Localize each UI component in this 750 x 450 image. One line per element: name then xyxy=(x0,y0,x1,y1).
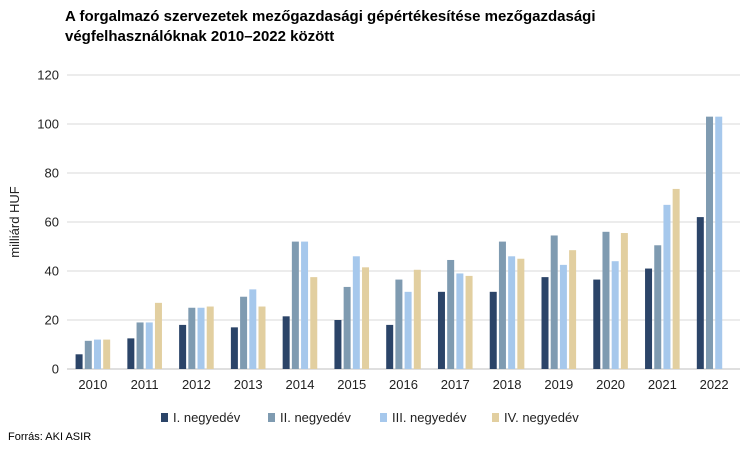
bar-2022-q2 xyxy=(706,116,714,370)
legend: I. negyedév II. negyedév III. negyedév IV. … xyxy=(161,410,579,425)
bar-2013-q4 xyxy=(258,306,266,369)
bar-2014-q3 xyxy=(301,241,309,369)
bar-2019-q4 xyxy=(569,250,577,369)
bar-2011-q4 xyxy=(154,302,162,369)
bar-2011-q1 xyxy=(127,338,135,369)
bar-2016-q1 xyxy=(386,324,394,369)
bar-2015-q4 xyxy=(362,267,370,369)
y-tick-label: 120 xyxy=(37,68,59,83)
bar-2020-q4 xyxy=(620,233,628,369)
bar-2015-q3 xyxy=(352,256,360,369)
x-tick-label: 2013 xyxy=(234,377,263,392)
y-tick-label: 40 xyxy=(45,264,59,279)
bar-2012-q1 xyxy=(179,324,187,369)
bar-2018-q4 xyxy=(517,258,525,369)
legend-swatch xyxy=(161,413,168,422)
y-tick-label: 100 xyxy=(37,117,59,132)
bar-2018-q3 xyxy=(508,256,516,369)
bar-2021-q1 xyxy=(645,268,653,369)
bar-2021-q4 xyxy=(672,188,680,369)
chart-title: A forgalmazó szervezetek mezőgazdasági g… xyxy=(65,8,596,45)
x-tick-label: 2015 xyxy=(337,377,366,392)
bar-2010-q3 xyxy=(93,339,101,369)
bar-2013-q1 xyxy=(230,327,238,369)
bar-2022-q3 xyxy=(715,116,723,370)
bar-2014-q4 xyxy=(310,277,318,369)
bar-2014-q2 xyxy=(291,241,299,369)
x-tick-label: 2014 xyxy=(286,377,315,392)
bar-2016-q4 xyxy=(413,269,421,369)
x-tick-label: 2020 xyxy=(596,377,625,392)
x-tick-label: 2022 xyxy=(700,377,729,392)
bar-2015-q1 xyxy=(334,320,342,369)
bar-2013-q2 xyxy=(240,296,248,369)
bar-2012-q4 xyxy=(206,306,214,369)
bar-2010-q1 xyxy=(75,354,83,369)
bar-2016-q2 xyxy=(395,279,403,369)
x-tick-labels: 2010 2011 2012 2013 2014 2015 2016 2017 2018 2019… xyxy=(78,377,728,392)
legend-label: II. negyedév xyxy=(280,410,351,425)
bar-2018-q2 xyxy=(498,241,506,369)
bar-2021-q2 xyxy=(654,245,662,369)
bar-2019-q1 xyxy=(541,277,549,369)
bar-2020-q3 xyxy=(611,261,619,369)
bar-2012-q2 xyxy=(188,307,196,369)
x-tick-label: 2016 xyxy=(389,377,418,392)
bar-2017-q4 xyxy=(465,275,473,369)
bar-2020-q1 xyxy=(593,279,601,369)
legend-label: IV. negyedév xyxy=(504,410,579,425)
x-tick-label: 2021 xyxy=(648,377,677,392)
y-tick-label: 20 xyxy=(45,313,59,328)
gridlines xyxy=(67,74,740,370)
y-tick-label: 60 xyxy=(45,215,59,230)
x-tick-label: 2017 xyxy=(441,377,470,392)
x-tick-label: 2012 xyxy=(182,377,211,392)
bar-2019-q2 xyxy=(550,235,558,369)
bar-2011-q2 xyxy=(136,322,144,369)
x-tick-label: 2010 xyxy=(78,377,107,392)
bar-2012-q3 xyxy=(197,307,205,369)
bar-2017-q1 xyxy=(437,291,445,369)
bar-2010-q4 xyxy=(103,339,111,369)
bar-2013-q3 xyxy=(249,289,257,369)
bar-2019-q3 xyxy=(559,264,567,369)
y-tick-label: 0 xyxy=(52,362,59,377)
bar-2021-q3 xyxy=(663,204,671,369)
y-axis-label: milliárd HUF xyxy=(7,186,22,258)
legend-label: III. negyedév xyxy=(392,410,467,425)
x-tick-label: 2011 xyxy=(131,377,159,392)
bars xyxy=(75,116,723,370)
legend-swatch xyxy=(492,413,499,422)
y-tick-label: 80 xyxy=(45,166,59,181)
legend-label: I. negyedév xyxy=(173,410,241,425)
bar-2017-q3 xyxy=(456,273,464,369)
bar-2020-q2 xyxy=(602,231,610,369)
source-note: Forrás: AKI ASIR xyxy=(8,431,92,443)
bar-2018-q1 xyxy=(489,291,497,369)
bar-2010-q2 xyxy=(84,340,92,369)
bar-2017-q2 xyxy=(447,259,455,369)
bar-2015-q2 xyxy=(343,286,351,369)
legend-swatch xyxy=(268,413,275,422)
legend-swatch xyxy=(380,413,387,422)
x-tick-label: 2019 xyxy=(544,377,573,392)
bar-2014-q1 xyxy=(282,316,290,369)
x-tick-label: 2018 xyxy=(493,377,522,392)
bar-2022-q1 xyxy=(696,217,704,369)
bar-2011-q3 xyxy=(145,322,153,369)
bar-2016-q3 xyxy=(404,291,412,369)
y-tick-labels: 0 20 40 60 80 100 120 xyxy=(37,68,59,377)
